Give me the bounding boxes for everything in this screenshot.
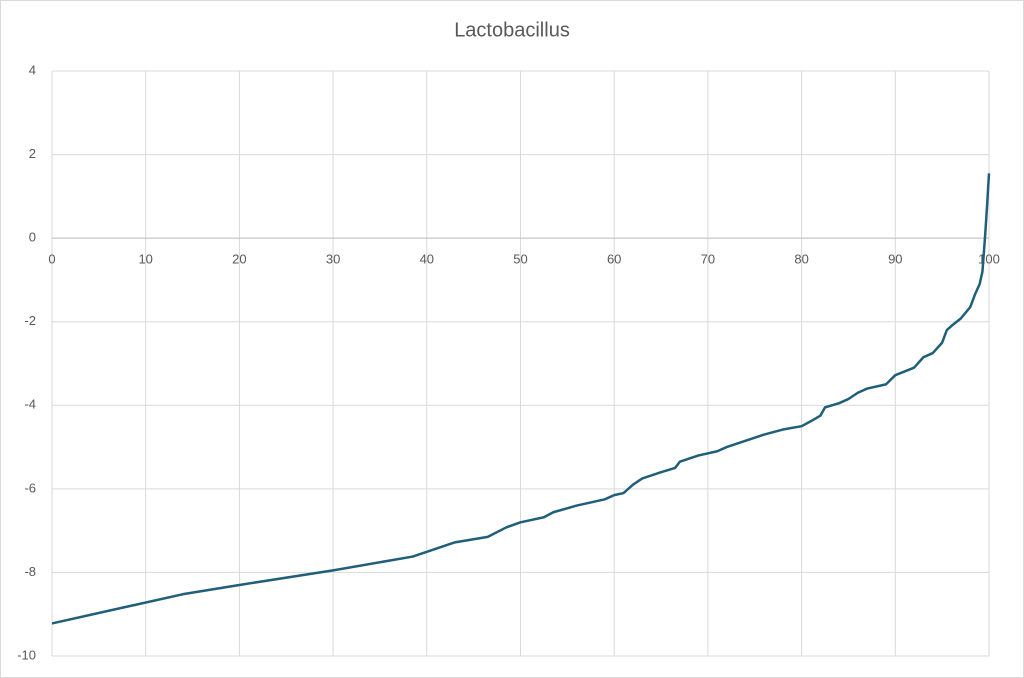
x-tick-label: 70: [701, 252, 715, 267]
y-tick-label: 4: [29, 62, 36, 77]
x-tick-label: 30: [326, 252, 340, 267]
chart-title: Lactobacillus: [454, 19, 570, 41]
y-tick-label: -4: [24, 397, 36, 412]
y-tick-label: -8: [24, 564, 36, 579]
x-tick-label: 50: [513, 252, 527, 267]
data-line: [51, 173, 991, 625]
x-tick-label: 60: [607, 252, 621, 267]
x-tick-label: 100: [978, 252, 1000, 267]
y-tick-label: 2: [29, 146, 36, 161]
x-tick-label: 10: [138, 252, 152, 267]
y-tick-label: -10: [17, 647, 36, 662]
x-tick-label: 80: [794, 252, 808, 267]
y-tick-label: 0: [29, 230, 36, 245]
x-tick-label: 40: [420, 252, 434, 267]
y-tick-label: -2: [24, 313, 36, 328]
x-tick-label: 90: [888, 252, 902, 267]
x-tick-label: 20: [232, 252, 246, 267]
y-tick-label: -6: [24, 480, 36, 495]
x-tick-label: 0: [48, 252, 55, 267]
